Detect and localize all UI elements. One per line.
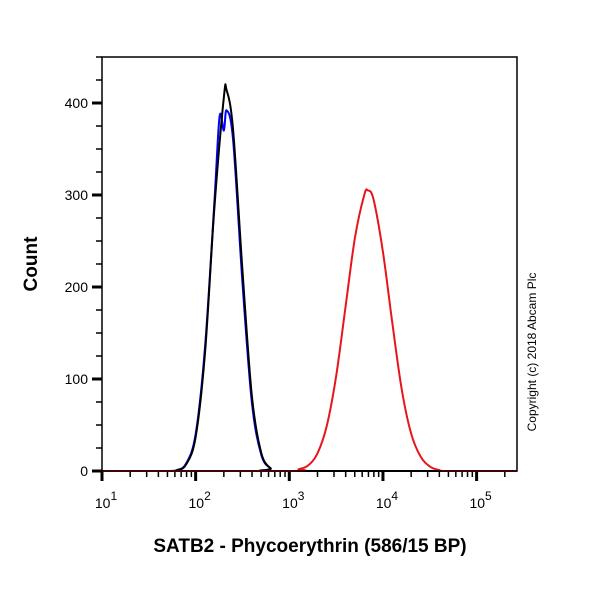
series-line-2 xyxy=(102,188,517,473)
y-tick-label: 100 xyxy=(65,371,89,387)
axis-ticks: 101 102 103 104 105 0 100 200 300 400 xyxy=(65,56,506,511)
x-tick-label: 102 xyxy=(189,489,212,511)
x-tick-label: 104 xyxy=(376,489,399,511)
series-lines xyxy=(102,83,517,473)
series-line-0 xyxy=(102,109,517,472)
y-tick-label: 400 xyxy=(65,95,89,111)
x-tick-label: 101 xyxy=(95,489,118,511)
series-line-1 xyxy=(102,83,517,472)
y-tick-label: 300 xyxy=(65,187,89,203)
x-tick-label: 103 xyxy=(282,489,305,511)
x-tick-label: 105 xyxy=(469,489,492,511)
copyright-annotation: Copyright (c) 2018 Abcam Plc xyxy=(525,273,539,432)
y-axis-title: Count xyxy=(21,236,42,292)
plot-frame xyxy=(101,56,518,472)
y-tick-label: 0 xyxy=(80,463,88,479)
y-tick-label: 200 xyxy=(65,279,89,295)
x-axis-title: SATB2 - Phycoerythrin (586/15 BP) xyxy=(153,536,466,557)
